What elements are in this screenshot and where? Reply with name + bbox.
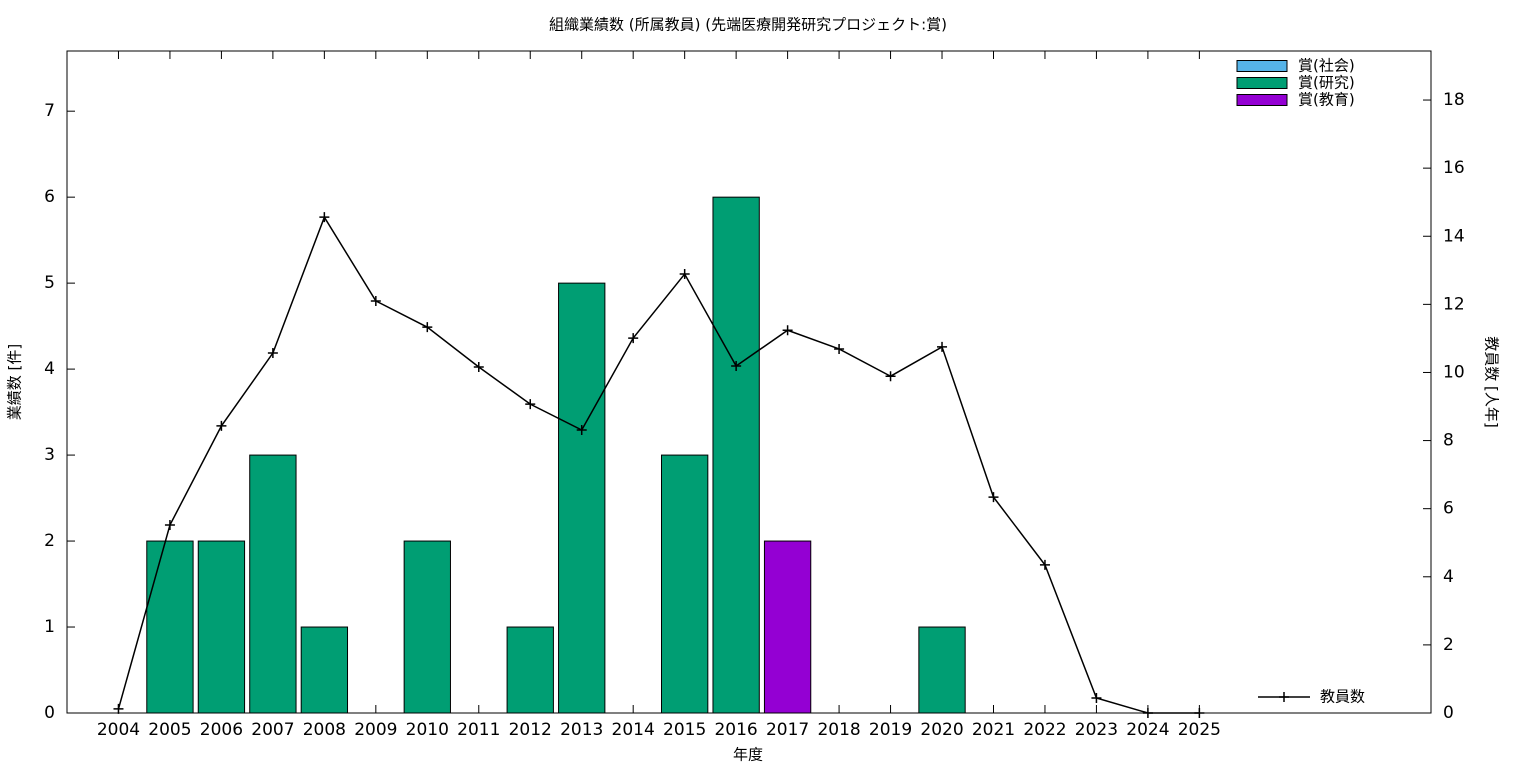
bar (197, 540, 246, 714)
chart-title: 組織業績数 (所属教員) (先端医療開発研究プロジェクト:賞) (549, 16, 947, 34)
legend-swatch (1236, 94, 1288, 106)
y-tick-label: 3 (44, 445, 55, 465)
point (1194, 708, 1205, 718)
y2-tick-label: 16 (1443, 158, 1465, 178)
x-tick-label: 2023 (1075, 720, 1118, 740)
x-tick-label: 2014 (612, 720, 655, 740)
point (885, 371, 896, 382)
point (576, 425, 587, 436)
y-tick-label: 2 (44, 531, 55, 551)
x-tick-label: 2019 (869, 720, 912, 740)
y-tick-label: 0 (44, 703, 55, 723)
legend-swatch (1236, 77, 1288, 89)
x-tick-label: 2008 (303, 720, 346, 740)
y2-axis-label: 教員数 [人年] (1483, 336, 1501, 427)
point (370, 295, 381, 306)
y2-tick-label: 4 (1443, 567, 1454, 587)
x-axis-label: 年度 (733, 746, 763, 764)
x-tick-label: 2004 (97, 720, 140, 740)
point (216, 420, 227, 431)
bar (558, 282, 606, 714)
x-tick-label: 2021 (972, 720, 1015, 740)
x-tick-label: 2022 (1023, 720, 1066, 740)
y2-tick-label: 10 (1443, 362, 1465, 382)
point (422, 322, 433, 333)
x-tick-label: 2020 (920, 720, 963, 740)
x-tick-label: 2005 (148, 720, 191, 740)
y2-tick-label: 6 (1443, 499, 1454, 519)
point (1091, 693, 1102, 704)
y-tick-label: 6 (44, 187, 55, 207)
y2-tick-label: 12 (1443, 294, 1465, 314)
point (988, 492, 999, 503)
x-tick-label: 2018 (817, 720, 860, 740)
bar (712, 196, 760, 714)
x-tick-label: 2016 (714, 720, 757, 740)
x-tick-label: 2017 (766, 720, 809, 740)
y2-tick-label: 8 (1443, 431, 1454, 451)
bar (300, 626, 349, 714)
point (782, 325, 793, 336)
legend-label: 賞(社会) (1298, 57, 1355, 75)
point (1142, 708, 1153, 718)
point (1039, 559, 1050, 570)
y-tick-label: 7 (44, 101, 55, 121)
point (525, 399, 536, 410)
bar (249, 454, 297, 714)
point (731, 360, 742, 371)
legend-label: 賞(教育) (1298, 91, 1355, 109)
x-tick-label: 2007 (251, 720, 294, 740)
bar (660, 454, 709, 714)
y-tick-label: 5 (44, 273, 55, 293)
x-tick-label: 2011 (457, 720, 500, 740)
point (937, 341, 948, 352)
y2-tick-label: 18 (1443, 90, 1465, 110)
x-tick-label: 2012 (509, 720, 552, 740)
bar (763, 540, 812, 714)
line (117, 215, 1200, 714)
bar (146, 540, 194, 714)
legend-label: 賞(研究) (1298, 74, 1355, 92)
point (319, 212, 330, 223)
y2-tick-label: 14 (1443, 226, 1465, 246)
y-axis-label: 業績数 [件] (6, 344, 24, 420)
x-tick-label: 2009 (354, 720, 397, 740)
x-tick-label: 2013 (560, 720, 603, 740)
point (164, 520, 175, 531)
y2-tick-label: 0 (1443, 703, 1454, 723)
y-tick-label: 4 (44, 359, 55, 379)
y2-tick-label: 2 (1443, 635, 1454, 655)
x-tick-label: 2024 (1126, 720, 1169, 740)
point (628, 333, 639, 344)
bar (918, 626, 966, 714)
y-tick-label: 1 (44, 617, 55, 637)
point (473, 362, 484, 373)
x-tick-label: 2015 (663, 720, 706, 740)
point (679, 269, 690, 280)
point (267, 348, 278, 359)
x-tick-label: 2006 (200, 720, 243, 740)
x-tick-label: 2025 (1178, 720, 1221, 740)
bar (403, 540, 451, 714)
legend-label: 教員数 (1320, 688, 1365, 706)
point (834, 343, 845, 354)
legend-point (1279, 692, 1289, 702)
bar (506, 626, 554, 714)
x-tick-label: 2010 (406, 720, 449, 740)
point (113, 703, 124, 714)
legend-swatch (1236, 60, 1288, 72)
